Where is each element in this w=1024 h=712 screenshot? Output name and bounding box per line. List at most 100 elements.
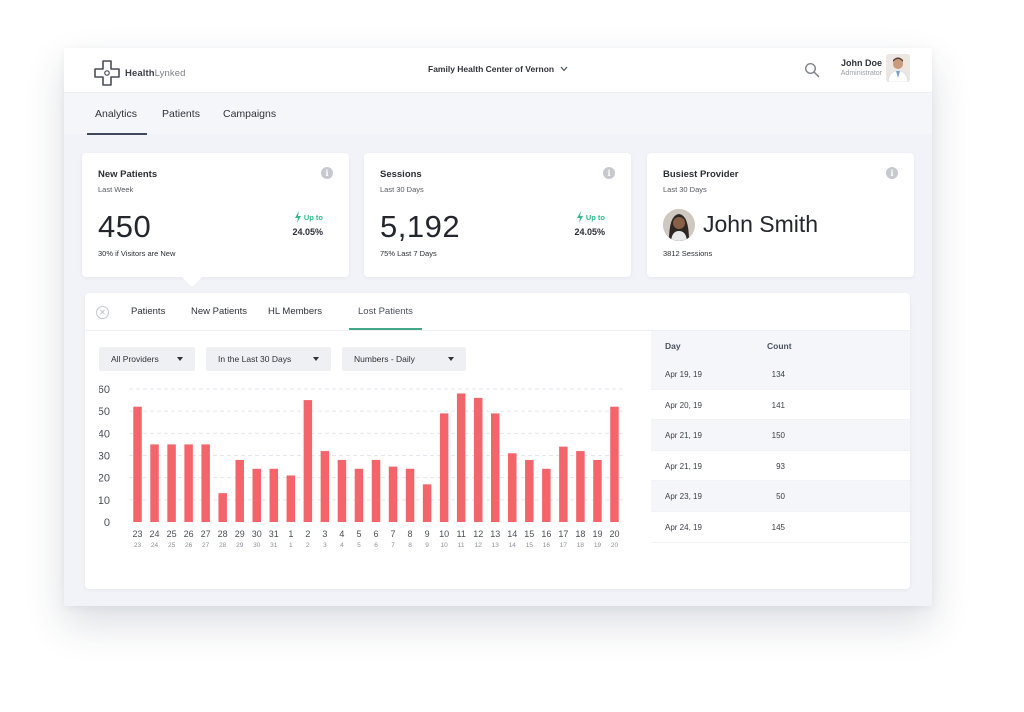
x-tick-sublabel: 1 (289, 542, 293, 549)
mode-dropdown[interactable]: Numbers - Daily (342, 347, 466, 371)
day-cell: Apr 19, 19 (665, 370, 702, 379)
count-cell: 93 (776, 461, 785, 471)
new-patients-card[interactable]: New Patients Last Week i 450 Up to 24.05… (82, 153, 349, 277)
table-row[interactable]: Apr 24, 19 145 (651, 511, 910, 543)
bar[interactable] (235, 459, 244, 522)
user-info[interactable]: John Doe Administrator (830, 58, 882, 77)
x-tick-label: 1 (288, 529, 293, 539)
bar[interactable] (184, 444, 193, 522)
column-header-day: Day (665, 341, 681, 351)
x-tick-sublabel: 9 (425, 542, 429, 549)
bar[interactable] (320, 451, 330, 522)
bar[interactable] (525, 459, 534, 522)
subtab-patients[interactable]: Patients (131, 306, 166, 317)
bar[interactable] (490, 413, 500, 522)
provider-name: John Smith (703, 211, 819, 237)
x-tick-label: 29 (235, 529, 245, 539)
card-title: Sessions (380, 169, 422, 180)
bar[interactable] (269, 468, 279, 522)
bar[interactable] (439, 413, 449, 522)
day-cell: Apr 21, 19 (665, 431, 702, 441)
close-icon[interactable]: ✕ (96, 306, 109, 319)
x-tick-sublabel: 12 (475, 542, 483, 549)
day-cell: Apr 20, 19 (665, 400, 702, 410)
subtab-hl-members[interactable]: HL Members (268, 306, 323, 317)
x-tick-sublabel: 15 (526, 542, 534, 549)
bar[interactable] (593, 459, 602, 522)
x-tick-label: 2 (305, 529, 310, 539)
table-body: Apr 19, 19 134 Apr 20, 19 141 Apr 21, 19 150 A… (651, 359, 910, 543)
bar[interactable] (252, 468, 262, 522)
trend-label: Up to (303, 212, 323, 222)
x-tick-label: 23 (133, 529, 143, 539)
column-header-count: Count (767, 341, 792, 351)
bar[interactable] (337, 459, 347, 522)
bar[interactable] (576, 451, 585, 522)
count-cell: 141 (771, 400, 785, 410)
card-footnote: 30% if Visitors are New (98, 249, 176, 258)
bar[interactable] (422, 484, 432, 522)
table-row[interactable]: Apr 23, 19 50 (651, 481, 910, 512)
app-window: HealthLynked Family Health Center of Ver… (64, 48, 932, 606)
card-period: Last 30 Days (663, 185, 707, 194)
app-logo[interactable]: HealthLynked (92, 58, 186, 88)
info-icon[interactable]: i (321, 167, 333, 179)
bar[interactable] (405, 468, 415, 522)
x-tick-label: 12 (473, 529, 483, 539)
x-tick-label: 4 (339, 529, 344, 539)
y-tick-label: 50 (99, 406, 110, 418)
x-tick-sublabel: 29 (236, 542, 244, 549)
tab-patients[interactable]: Patients (162, 108, 200, 120)
subtab-new-patients[interactable]: New Patients (191, 306, 247, 317)
y-tick-label: 20 (99, 473, 110, 485)
avatar[interactable] (886, 54, 910, 82)
providers-dropdown[interactable]: All Providers (99, 347, 195, 371)
card-footnote: 3812 Sessions (663, 249, 713, 258)
info-icon[interactable]: i (886, 167, 898, 179)
x-tick-label: 10 (439, 529, 449, 539)
trend-indicator: Up to 24.05% (292, 211, 323, 237)
bar[interactable] (473, 397, 483, 522)
table-row[interactable]: Apr 21, 19 93 (651, 450, 910, 482)
location-selector[interactable]: Family Health Center of Vernon (428, 64, 568, 74)
x-tick-label: 15 (524, 529, 534, 539)
bar[interactable] (303, 400, 313, 522)
bar[interactable] (610, 406, 619, 522)
bar[interactable] (167, 444, 176, 522)
bar[interactable] (354, 468, 364, 522)
x-tick-label: 31 (269, 529, 279, 539)
bar[interactable] (371, 459, 381, 522)
range-dropdown[interactable]: In the Last 30 Days (206, 347, 331, 371)
bar[interactable] (456, 393, 466, 522)
bar[interactable] (508, 453, 517, 522)
dropdown-value: All Providers (111, 354, 159, 364)
search-icon[interactable] (804, 62, 820, 78)
table-row[interactable]: Apr 20, 19 141 (651, 389, 910, 421)
table-row[interactable]: Apr 21, 19 150 (651, 420, 910, 451)
x-tick-sublabel: 3 (323, 542, 327, 549)
card-period: Last Week (98, 185, 134, 194)
tab-campaigns[interactable]: Campaigns (223, 108, 277, 120)
bar[interactable] (150, 444, 159, 522)
tab-analytics[interactable]: Analytics (86, 108, 148, 135)
bar[interactable] (218, 493, 227, 522)
sessions-card[interactable]: Sessions Last 30 Days i 5,192 Up to 24.0… (364, 153, 631, 277)
table-row[interactable]: Apr 19, 19 134 (651, 359, 910, 390)
bar[interactable] (286, 475, 296, 522)
bar[interactable] (201, 444, 210, 522)
bar[interactable] (559, 446, 568, 522)
subtab-lost-patients[interactable]: Lost Patients (349, 306, 422, 330)
x-tick-sublabel: 8 (408, 542, 412, 549)
dropdown-value: Numbers - Daily (354, 354, 415, 364)
lightning-bolt-icon (576, 211, 583, 223)
x-tick-label: 9 (425, 529, 430, 539)
chevron-down-icon (560, 66, 568, 72)
y-tick-label: 0 (104, 517, 110, 529)
busiest-provider-card[interactable]: Busiest Provider Last 30 Days i John Smi… (647, 153, 914, 277)
info-icon[interactable]: i (603, 167, 615, 179)
cross-logo-icon (94, 60, 120, 86)
y-tick-label: 10 (99, 495, 110, 507)
bar[interactable] (388, 466, 398, 522)
bar[interactable] (133, 406, 142, 522)
bar[interactable] (542, 468, 551, 522)
